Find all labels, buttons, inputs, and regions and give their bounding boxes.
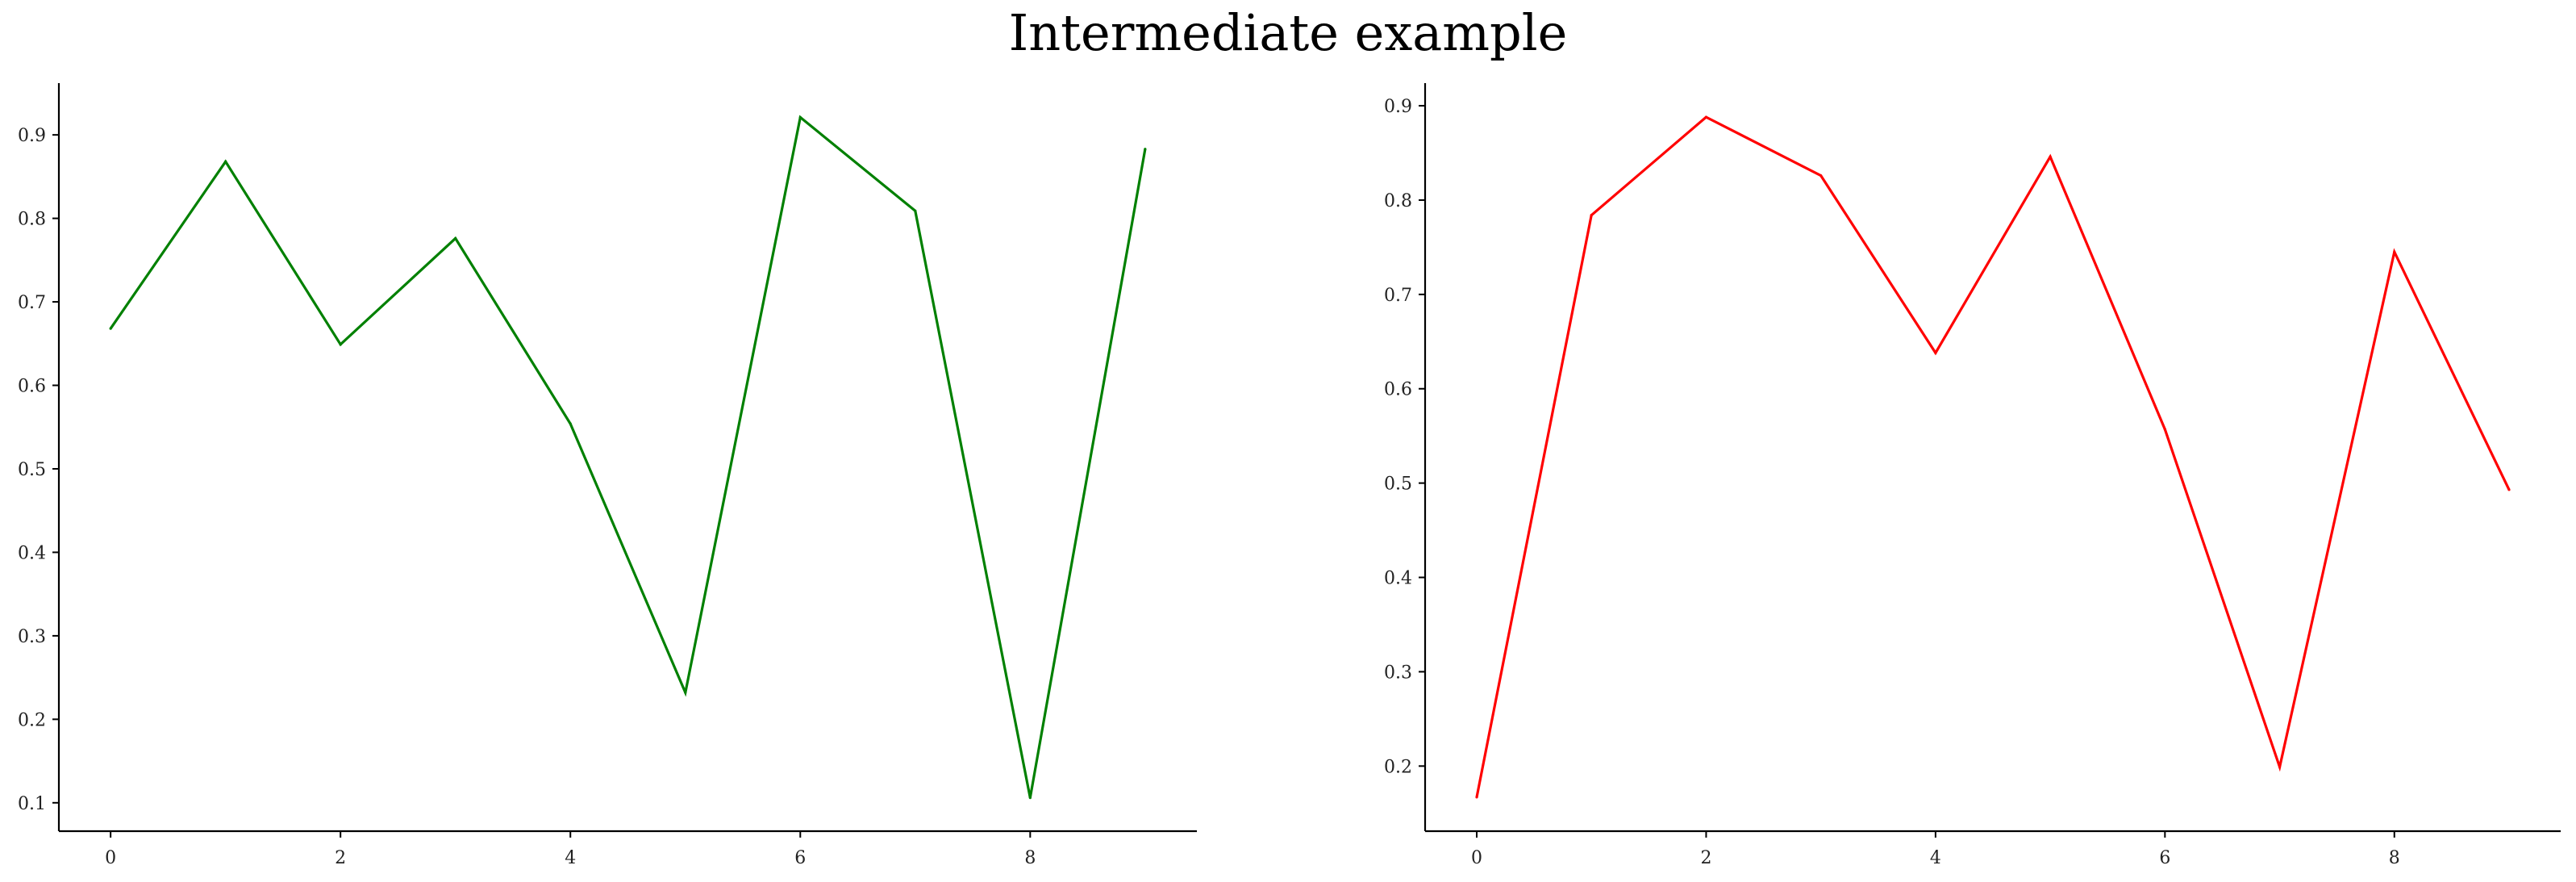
series-line xyxy=(109,115,1147,798)
data-point xyxy=(1934,351,1937,354)
x-tick-label: 8 xyxy=(1024,848,1036,868)
y-tick-label: 0.9 xyxy=(1384,97,1412,117)
y-tick-label: 0.8 xyxy=(18,210,46,230)
left-chart: 0.1 0.2 0.3 0.4 0.5 0.6 0.7 0.8 0.9 0 2 4 6 8 xyxy=(18,83,1197,868)
data-point xyxy=(339,343,342,346)
y-tick-label: 0.2 xyxy=(18,710,46,730)
data-point xyxy=(224,160,227,163)
y-tick-label: 0.4 xyxy=(18,543,46,563)
y-tick-label: 0.2 xyxy=(1384,757,1412,777)
data-point xyxy=(1475,796,1478,799)
x-tick-label: 4 xyxy=(565,848,576,868)
y-tick-label: 0.7 xyxy=(1384,286,1412,306)
y-tick-label: 0.1 xyxy=(18,794,46,814)
data-point xyxy=(1704,115,1708,119)
data-point xyxy=(1028,796,1032,800)
y-tick-label: 0.8 xyxy=(1384,191,1412,211)
y-tick-label: 0.3 xyxy=(1384,663,1412,683)
y-tick-label: 0.3 xyxy=(18,627,46,647)
x-tick-label: 2 xyxy=(335,848,346,868)
series-line xyxy=(1475,115,2511,798)
data-point xyxy=(109,327,112,330)
data-point xyxy=(2278,765,2282,769)
data-point xyxy=(2049,155,2052,158)
data-point xyxy=(569,422,572,425)
data-point xyxy=(1590,214,1593,217)
x-tick-label: 0 xyxy=(1471,848,1482,868)
y-tick-label: 0.5 xyxy=(18,460,46,480)
y-tick-label: 0.7 xyxy=(18,293,46,313)
right-chart: 0.2 0.3 0.4 0.5 0.6 0.7 0.8 0.9 0 2 4 6 8 xyxy=(1384,83,2561,868)
data-point xyxy=(454,236,457,240)
data-point xyxy=(684,691,687,694)
x-tick-label: 6 xyxy=(794,848,806,868)
data-point xyxy=(2393,250,2396,253)
x-tick-label: 2 xyxy=(1700,848,1711,868)
x-tick-label: 0 xyxy=(105,848,116,868)
data-point xyxy=(1819,173,1823,178)
data-point xyxy=(1144,148,1147,151)
data-point xyxy=(914,209,917,212)
y-tick-label: 0.5 xyxy=(1384,474,1412,495)
y-tick-label: 0.9 xyxy=(18,126,46,146)
y-tick-label: 0.6 xyxy=(18,377,46,397)
data-point xyxy=(2163,428,2166,431)
y-tick-label: 0.6 xyxy=(1384,380,1412,400)
x-tick-label: 6 xyxy=(2159,848,2170,868)
figure-title: Intermediate example xyxy=(1008,3,1568,62)
data-point xyxy=(2507,488,2511,491)
data-point xyxy=(798,115,802,119)
x-tick-label: 8 xyxy=(2389,848,2400,868)
x-tick-label: 4 xyxy=(1930,848,1941,868)
y-tick-label: 0.4 xyxy=(1384,569,1412,589)
